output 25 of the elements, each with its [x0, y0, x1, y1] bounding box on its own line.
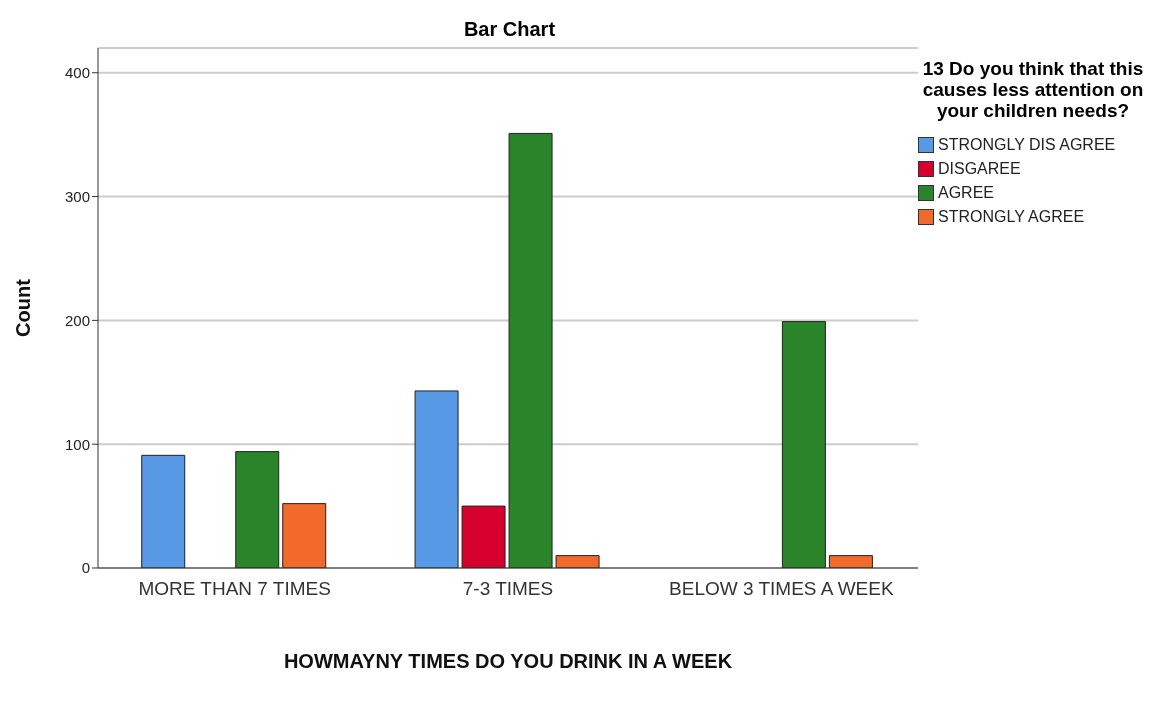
y-tick-label: 300 [64, 187, 90, 205]
x-tick-label: 7-3 TIMES [462, 578, 554, 600]
y-tick-label: 0 [81, 559, 90, 577]
bar [508, 132, 553, 568]
bar [781, 321, 826, 568]
legend-label: STRONGLY DIS AGREE [937, 135, 1117, 155]
y-tick-label: 400 [64, 64, 90, 82]
legend-title: 13 Do you think that this causes less attention on your children needs? [921, 58, 1145, 121]
bar [461, 505, 506, 568]
x-tick-label: MORE THAN 7 TIMES [138, 578, 331, 600]
legend-label: DISGAREE [937, 159, 1022, 179]
bar [828, 555, 873, 568]
x-axis-title: HOWMAYNY TIMES DO YOU DRINK IN A WEEK [283, 650, 733, 672]
y-tick-label: 200 [64, 311, 90, 329]
y-tick-label: 100 [64, 435, 90, 453]
x-tick-label: BELOW 3 TIMES A WEEK [669, 578, 894, 600]
bar [555, 555, 600, 568]
bar [414, 390, 459, 568]
legend-label: STRONGLY AGREE [937, 207, 1086, 227]
bar [282, 503, 327, 568]
y-axis-title: Count [12, 278, 35, 337]
bar [141, 454, 186, 568]
bar [235, 451, 280, 568]
legend-label: AGREE [937, 183, 995, 203]
chart-title: Bar Chart [462, 18, 557, 41]
